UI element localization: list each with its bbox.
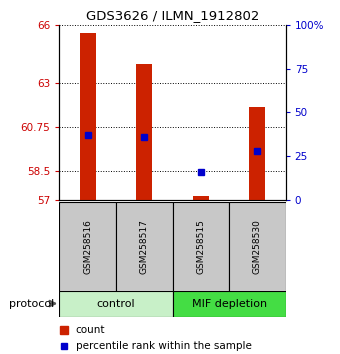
Bar: [116, 202, 173, 292]
Bar: [80, 33, 96, 200]
Text: count: count: [76, 325, 105, 335]
Bar: [250, 107, 265, 200]
Bar: [136, 64, 152, 200]
Bar: [229, 202, 286, 292]
Bar: [173, 202, 229, 292]
Bar: [59, 202, 116, 292]
Text: percentile rank within the sample: percentile rank within the sample: [76, 341, 252, 351]
Text: GSM258517: GSM258517: [140, 219, 149, 274]
Text: GSM258515: GSM258515: [196, 219, 205, 274]
Bar: [193, 196, 209, 200]
Bar: [173, 291, 286, 317]
Text: MIF depletion: MIF depletion: [191, 299, 267, 309]
Text: control: control: [97, 299, 135, 309]
Title: GDS3626 / ILMN_1912802: GDS3626 / ILMN_1912802: [86, 9, 259, 22]
Text: protocol: protocol: [8, 299, 54, 309]
Text: GSM258516: GSM258516: [83, 219, 92, 274]
Text: GSM258530: GSM258530: [253, 219, 262, 274]
Bar: [59, 291, 173, 317]
